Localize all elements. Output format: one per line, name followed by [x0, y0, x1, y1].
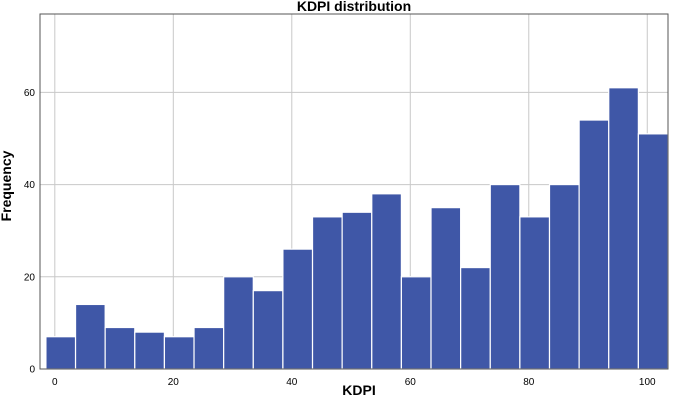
histogram-bar	[282, 248, 314, 370]
histogram-bar	[104, 326, 136, 370]
histogram-bar	[223, 276, 254, 370]
y-tick-label: 0	[29, 365, 35, 376]
y-axis-label: Frequency	[0, 150, 14, 221]
x-tick-label: 100	[639, 377, 656, 388]
histogram-bar	[519, 216, 551, 370]
y-tick-label: 20	[24, 272, 36, 283]
plot-frame	[39, 13, 669, 370]
histogram-bar	[637, 133, 669, 370]
histogram-bar	[608, 87, 639, 370]
histogram-bar	[341, 211, 373, 370]
histogram-bar	[45, 336, 77, 370]
x-tick-label: 40	[286, 377, 298, 388]
x-tick-label: 0	[52, 377, 58, 388]
histogram-bar	[489, 183, 521, 370]
y-tick-label: 40	[24, 180, 36, 191]
histogram-bar	[460, 266, 491, 370]
histogram-bar	[74, 303, 106, 370]
histogram-bar	[430, 207, 462, 370]
histogram-bar	[371, 193, 402, 370]
histogram-bar	[311, 216, 343, 370]
x-tick-label: 80	[523, 377, 535, 388]
chart-title: KDPI distribution	[297, 0, 411, 14]
histogram-bar	[163, 336, 195, 370]
x-tick-label: 60	[405, 377, 417, 388]
histogram-bar	[193, 326, 225, 370]
histogram-bar	[252, 290, 284, 370]
histogram-bar	[548, 183, 580, 370]
histogram-bars	[45, 87, 669, 370]
tick-labels: 0 20 40 60 80 100 0 20 40 60	[24, 88, 656, 388]
histogram-bar	[134, 331, 166, 370]
y-tick-label: 60	[24, 88, 36, 99]
x-tick-label: 20	[168, 377, 180, 388]
histogram-bar	[400, 276, 432, 370]
histogram-bar	[578, 119, 610, 370]
x-axis-label: KDPI	[342, 382, 375, 398]
